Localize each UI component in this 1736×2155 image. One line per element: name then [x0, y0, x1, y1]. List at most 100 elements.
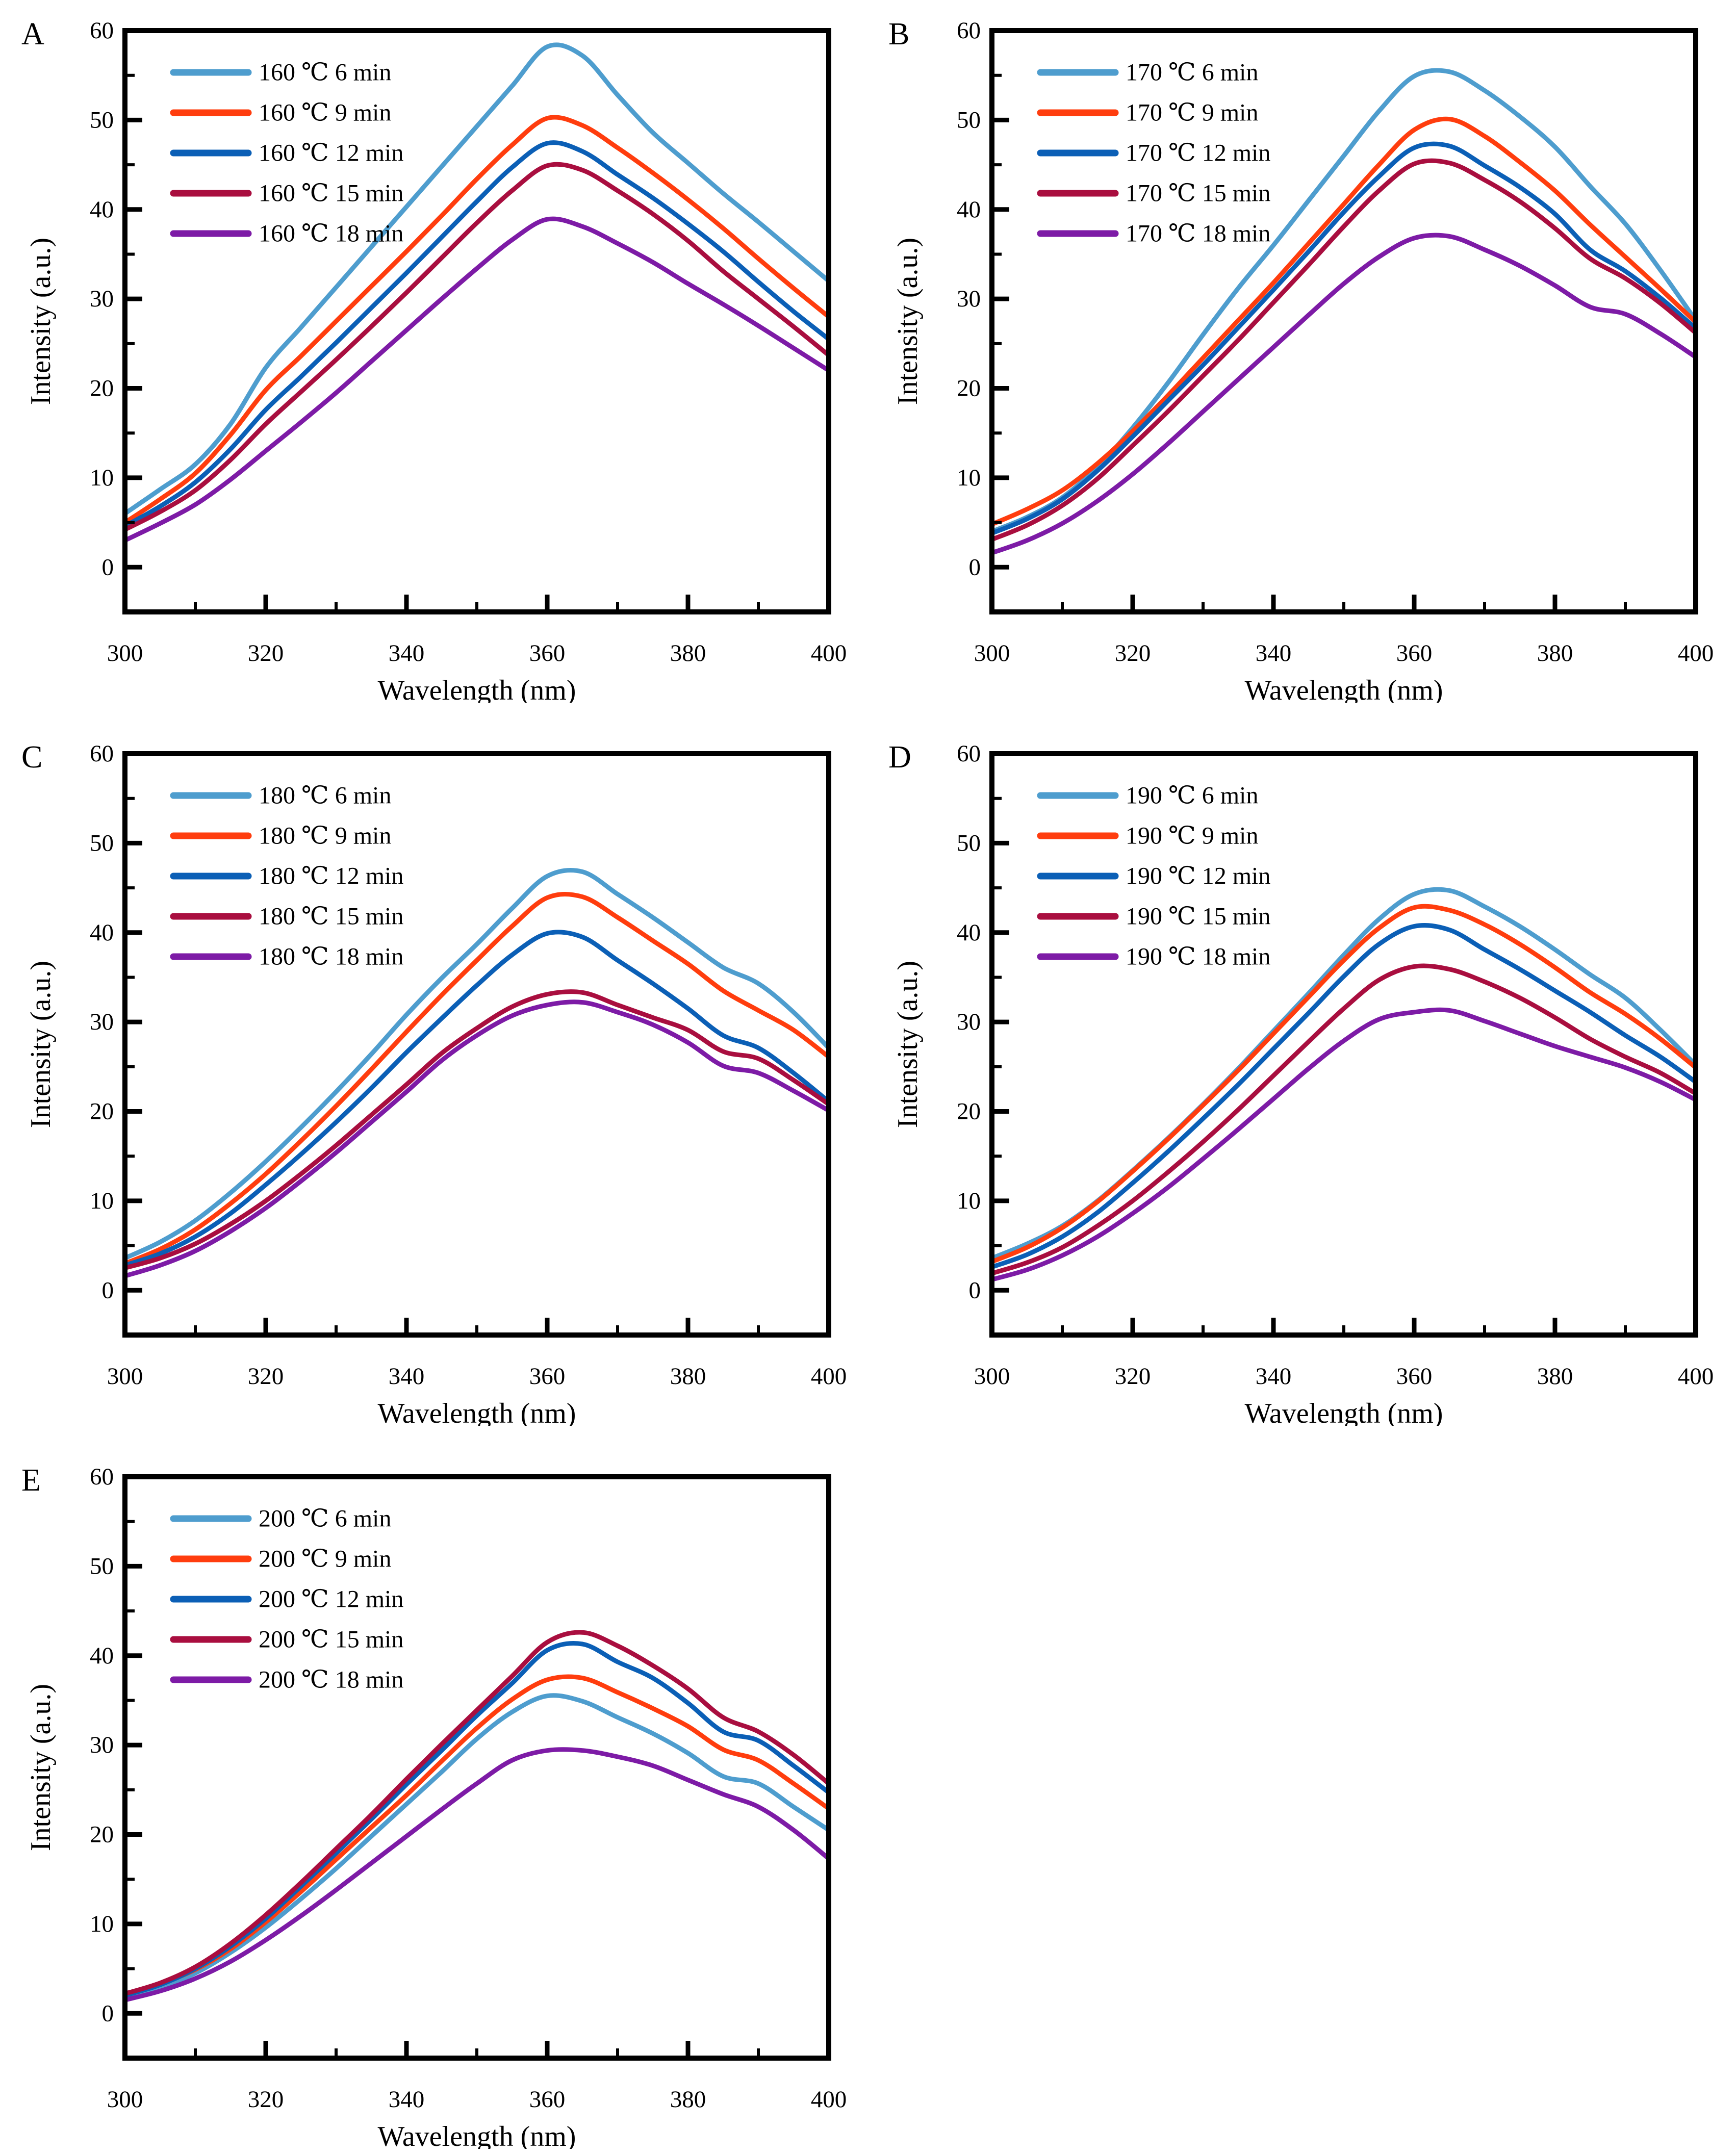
- series-curve-190-c-9-min: [989, 904, 1698, 1264]
- y-tick-label: 50: [957, 830, 981, 856]
- x-tick-label: 380: [670, 1363, 706, 1390]
- legend-label: 180 ℃ 6 min: [259, 782, 391, 809]
- x-tick-label: 320: [1115, 640, 1151, 666]
- series-curve-200-c-15-min: [122, 1630, 831, 1996]
- x-tick-label: 340: [389, 1363, 425, 1390]
- y-tick-label: 20: [957, 1098, 981, 1125]
- legend-label: 200 ℃ 9 min: [259, 1546, 391, 1573]
- legend-label: 190 ℃ 12 min: [1126, 863, 1270, 890]
- legend-item: 160 ℃ 15 min: [170, 180, 403, 207]
- legend-label: 170 ℃ 6 min: [1126, 59, 1258, 86]
- series-curve-160-c-9-min: [122, 115, 831, 525]
- x-tick-label: 300: [107, 640, 143, 666]
- legend-item: 170 ℃ 15 min: [1037, 180, 1270, 207]
- panel-letter-a: A: [21, 17, 44, 52]
- x-axis-title: Wavelength (nm): [1245, 1398, 1443, 1426]
- series-curve-160-c-12-min: [122, 140, 831, 529]
- y-tick-label: 50: [90, 830, 114, 856]
- series-curve-170-c-12-min: [989, 141, 1698, 536]
- legend-item: 170 ℃ 12 min: [1037, 140, 1270, 167]
- y-axis-title: Intensity (a.u.): [25, 1684, 57, 1851]
- x-tick-label: 380: [1537, 640, 1573, 666]
- plot-frame: [989, 751, 1698, 1338]
- legend-label: 200 ℃ 6 min: [259, 1505, 391, 1532]
- legend-label: 190 ℃ 9 min: [1126, 823, 1258, 850]
- x-axis-title: Wavelength (nm): [378, 675, 576, 703]
- legend: 200 ℃ 6 min 200 ℃ 9 min 200 ℃ 12 min 200 ℃ …: [170, 1505, 403, 1694]
- legend-label: 160 ℃ 12 min: [259, 140, 403, 167]
- series-curve-200-c-12-min: [122, 1641, 831, 1998]
- legend-item: 200 ℃ 15 min: [170, 1626, 403, 1653]
- panel-c: C 300 320 340 360 380 400 0 10 20 30 40 50 60 Wavelen…: [20, 738, 867, 1432]
- series-curve-170-c-15-min: [989, 158, 1698, 542]
- x-tick-label: 300: [974, 640, 1010, 666]
- x-tick-label: 360: [529, 2086, 566, 2113]
- series-curve-190-c-18-min: [989, 1007, 1698, 1282]
- legend-item: 190 ℃ 18 min: [1037, 943, 1270, 970]
- legend-item: 200 ℃ 18 min: [170, 1666, 403, 1694]
- legend-item: 170 ℃ 18 min: [1037, 220, 1270, 247]
- legend-label: 190 ℃ 15 min: [1126, 903, 1270, 930]
- y-tick-label: 0: [969, 1277, 981, 1303]
- x-tick-label: 360: [529, 1363, 566, 1390]
- y-tick-label: 30: [90, 286, 114, 312]
- y-tick-label: 0: [102, 2000, 114, 2026]
- y-tick-label: 20: [90, 1098, 114, 1125]
- x-tick-label: 340: [389, 2086, 425, 2113]
- y-axis-title: Intensity (a.u.): [25, 238, 57, 405]
- plot-frame: [989, 28, 1698, 614]
- series-curve-180-c-18-min: [122, 999, 831, 1278]
- x-tick-label: 320: [248, 2086, 284, 2113]
- x-tick-label: 340: [389, 640, 425, 666]
- legend-item: 180 ℃ 6 min: [170, 782, 391, 809]
- chart-160c: 300 320 340 360 380 400 0 10 20 30 40 50 60 Wavelengt…: [25, 17, 847, 703]
- x-tick-label: 320: [248, 1363, 284, 1390]
- series-curve-180-c-6-min: [122, 868, 831, 1261]
- x-tick-label: 380: [670, 2086, 706, 2113]
- series-curve-190-c-15-min: [989, 963, 1698, 1276]
- legend: 160 ℃ 6 min 160 ℃ 9 min 160 ℃ 12 min 160 ℃ …: [170, 59, 403, 247]
- x-tick-label: 360: [1396, 640, 1433, 666]
- x-tick-label: 400: [811, 2086, 847, 2113]
- x-tick-label: 380: [670, 640, 706, 666]
- y-tick-label: 60: [957, 740, 981, 767]
- x-tick-label: 400: [1678, 1363, 1714, 1390]
- chart-170c: 300 320 340 360 380 400 0 10 20 30 40 50 60 Wavelengt…: [892, 17, 1714, 703]
- y-tick-label: 60: [90, 1464, 114, 1490]
- series-curve-200-c-6-min: [122, 1693, 831, 2000]
- y-tick-label: 60: [90, 17, 114, 44]
- legend-item: 190 ℃ 15 min: [1037, 903, 1270, 930]
- panel-letter-e: E: [21, 1463, 41, 1498]
- legend-label: 170 ℃ 9 min: [1126, 99, 1258, 126]
- legend-item: 200 ℃ 12 min: [170, 1586, 403, 1613]
- x-tick-label: 340: [1256, 640, 1292, 666]
- x-tick-label: 300: [974, 1363, 1010, 1390]
- y-tick-label: 10: [90, 1188, 114, 1214]
- legend-item: 160 ℃ 9 min: [170, 99, 391, 126]
- x-tick-label: 400: [811, 1363, 847, 1390]
- legend-label: 200 ℃ 15 min: [259, 1626, 403, 1653]
- y-tick-label: 0: [102, 1277, 114, 1303]
- x-tick-label: 320: [1115, 1363, 1151, 1390]
- legend-label: 200 ℃ 18 min: [259, 1666, 403, 1694]
- legend-label: 170 ℃ 18 min: [1126, 220, 1270, 247]
- x-tick-label: 340: [1256, 1363, 1292, 1390]
- legend-item: 160 ℃ 12 min: [170, 140, 403, 167]
- legend-label: 160 ℃ 15 min: [259, 180, 403, 207]
- panel-a: A 300 320 340 360 380 400 0 10 20 30 40 50 60 Wavelen…: [20, 15, 867, 709]
- y-tick-label: 40: [90, 196, 114, 223]
- legend-item: 180 ℃ 18 min: [170, 943, 403, 970]
- x-tick-label: 300: [107, 2086, 143, 2113]
- legend-label: 160 ℃ 18 min: [259, 220, 403, 247]
- y-tick-label: 10: [90, 1911, 114, 1937]
- chart-200c: 300 320 340 360 380 400 0 10 20 30 40 50 60 Wavelengt…: [25, 1464, 847, 2149]
- y-tick-label: 30: [90, 1009, 114, 1035]
- series-curve-180-c-9-min: [122, 892, 831, 1266]
- chart-180c: 300 320 340 360 380 400 0 10 20 30 40 50 60 Wavelengt…: [25, 740, 847, 1426]
- plot-frame: [122, 1474, 831, 2061]
- series-curve-170-c-9-min: [989, 116, 1698, 527]
- legend: 180 ℃ 6 min 180 ℃ 9 min 180 ℃ 12 min 180 ℃ …: [170, 782, 403, 970]
- legend: 190 ℃ 6 min 190 ℃ 9 min 190 ℃ 12 min 190 ℃ …: [1037, 782, 1270, 970]
- y-tick-label: 40: [957, 919, 981, 946]
